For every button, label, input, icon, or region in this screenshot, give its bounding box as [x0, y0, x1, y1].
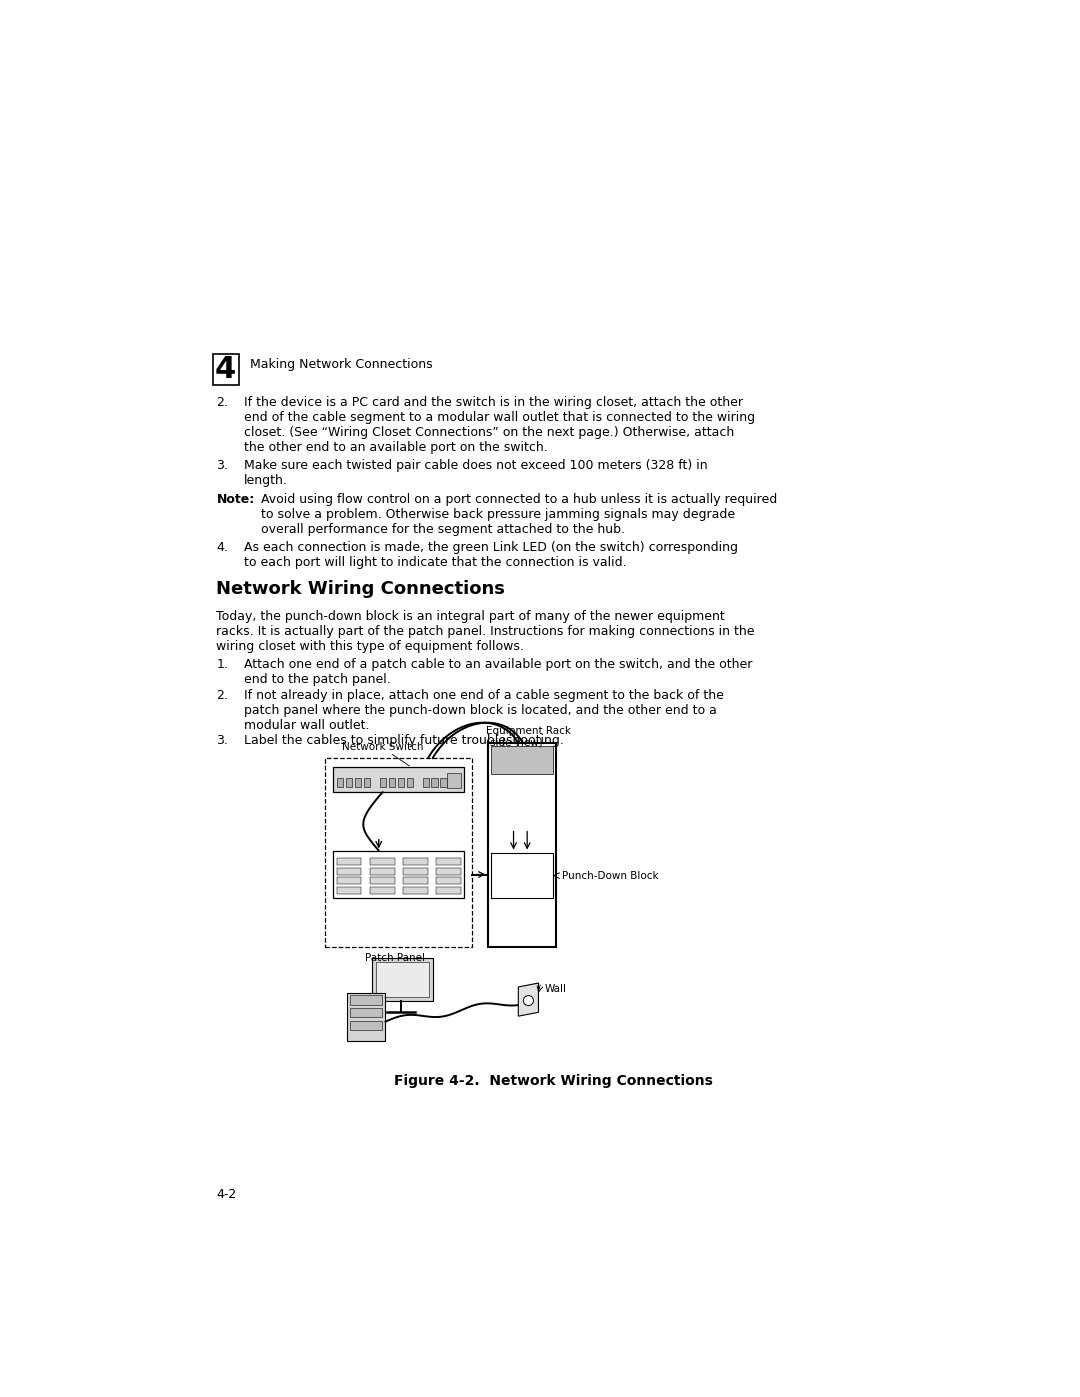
Text: If not already in place, attach one end of a cable segment to the back of the: If not already in place, attach one end …: [243, 689, 724, 701]
Bar: [403, 868, 428, 875]
Text: Note:: Note:: [216, 493, 255, 506]
Text: Equipment Rack: Equipment Rack: [486, 726, 571, 736]
Text: end of the cable segment to a modular wall outlet that is connected to the wirin: end of the cable segment to a modular wa…: [243, 411, 755, 425]
Bar: [436, 858, 461, 865]
Text: 4: 4: [215, 355, 237, 384]
Bar: [490, 854, 553, 898]
Text: Today, the punch-down block is an integral part of many of the newer equipment: Today, the punch-down block is an integr…: [216, 610, 725, 623]
Bar: [403, 858, 428, 865]
Bar: [369, 858, 394, 865]
Bar: [431, 778, 437, 788]
Circle shape: [524, 996, 534, 1006]
Bar: [373, 958, 433, 1000]
Bar: [490, 746, 553, 774]
Text: to solve a problem. Otherwise back pressure jamming signals may degrade: to solve a problem. Otherwise back press…: [261, 507, 735, 521]
Text: (side view): (side view): [486, 738, 543, 747]
Bar: [337, 887, 362, 894]
Bar: [350, 1009, 382, 1017]
Bar: [337, 778, 343, 788]
Text: racks. It is actually part of the patch panel. Instructions for making connectio: racks. It is actually part of the patch …: [216, 626, 755, 638]
Bar: [403, 877, 428, 884]
Text: Label the cables to simplify future troubleshooting.: Label the cables to simplify future trou…: [243, 733, 564, 746]
Bar: [422, 778, 429, 788]
Text: end to the patch panel.: end to the patch panel.: [243, 673, 390, 686]
Text: Making Network Connections: Making Network Connections: [251, 358, 433, 370]
Text: Figure 4-2.  Network Wiring Connections: Figure 4-2. Network Wiring Connections: [394, 1074, 713, 1088]
Text: As each connection is made, the green Link LED (on the switch) corresponding: As each connection is made, the green Li…: [243, 541, 738, 555]
FancyBboxPatch shape: [213, 353, 239, 384]
Bar: [337, 877, 362, 884]
Bar: [347, 993, 386, 1041]
Bar: [447, 773, 461, 788]
Polygon shape: [518, 983, 539, 1016]
Text: patch panel where the punch-down block is located, and the other end to a: patch panel where the punch-down block i…: [243, 704, 716, 717]
Text: 4-2: 4-2: [216, 1187, 237, 1201]
Bar: [350, 996, 382, 1004]
Text: Patch Panel: Patch Panel: [365, 953, 426, 963]
Bar: [337, 868, 362, 875]
Bar: [397, 778, 404, 788]
Text: wiring closet with this type of equipment follows.: wiring closet with this type of equipmen…: [216, 640, 524, 654]
Text: Make sure each twisted pair cable does not exceed 100 meters (328 ft) in: Make sure each twisted pair cable does n…: [243, 460, 707, 472]
Bar: [407, 778, 413, 788]
Bar: [436, 877, 461, 884]
Bar: [325, 759, 472, 947]
Bar: [347, 778, 352, 788]
Bar: [436, 887, 461, 894]
Bar: [355, 778, 362, 788]
Text: 3.: 3.: [216, 733, 228, 746]
Bar: [376, 963, 429, 997]
Text: Network Switch: Network Switch: [342, 742, 423, 752]
Text: Attach one end of a patch cable to an available port on the switch, and the othe: Attach one end of a patch cable to an av…: [243, 658, 752, 671]
Bar: [441, 778, 446, 788]
Text: length.: length.: [243, 475, 287, 488]
Text: 2.: 2.: [216, 397, 228, 409]
Bar: [403, 887, 428, 894]
Text: Punch-Down Block: Punch-Down Block: [562, 870, 659, 880]
Text: Avoid using flow control on a port connected to a hub unless it is actually requ: Avoid using flow control on a port conne…: [261, 493, 778, 506]
Bar: [380, 778, 387, 788]
Bar: [436, 868, 461, 875]
Text: 4.: 4.: [216, 541, 228, 555]
Text: the other end to an available port on the switch.: the other end to an available port on th…: [243, 441, 548, 454]
Bar: [449, 778, 456, 788]
Bar: [364, 778, 370, 788]
Bar: [333, 851, 464, 898]
Text: overall performance for the segment attached to the hub.: overall performance for the segment atta…: [261, 522, 625, 535]
Bar: [389, 778, 395, 788]
Bar: [369, 868, 394, 875]
Bar: [337, 858, 362, 865]
Text: 2.: 2.: [216, 689, 228, 701]
Text: If the device is a PC card and the switch is in the wiring closet, attach the ot: If the device is a PC card and the switc…: [243, 397, 743, 409]
Text: modular wall outlet.: modular wall outlet.: [243, 719, 369, 732]
Text: Network Wiring Connections: Network Wiring Connections: [216, 580, 505, 598]
Bar: [369, 877, 394, 884]
Text: 1.: 1.: [216, 658, 228, 671]
Bar: [369, 887, 394, 894]
Text: closet. (See “Wiring Closet Connections” on the next page.) Otherwise, attach: closet. (See “Wiring Closet Connections”…: [243, 426, 733, 440]
Bar: [350, 1021, 382, 1030]
Text: Wall: Wall: [544, 983, 567, 993]
Bar: [488, 743, 556, 947]
Bar: [333, 767, 464, 792]
Text: 3.: 3.: [216, 460, 228, 472]
Text: to each port will light to indicate that the connection is valid.: to each port will light to indicate that…: [243, 556, 626, 569]
